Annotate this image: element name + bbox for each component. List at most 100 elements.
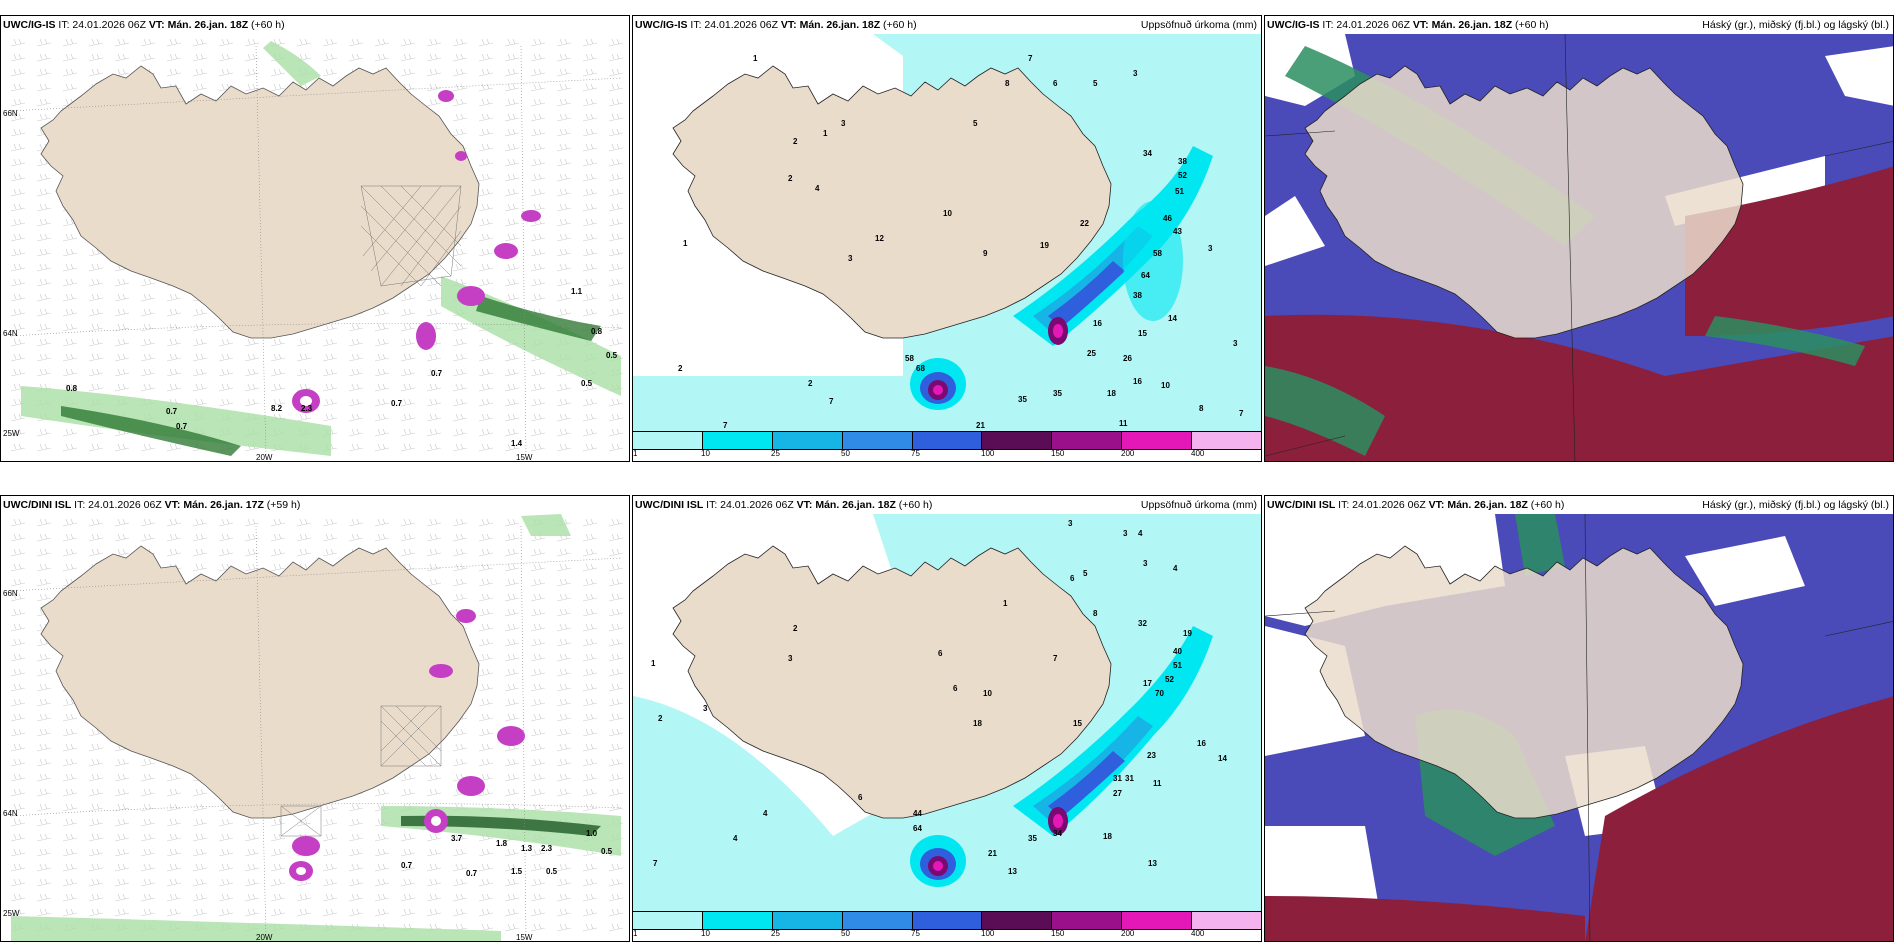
value-label: 1.0 — [586, 829, 598, 838]
value-label: 6 — [1070, 574, 1075, 583]
wind-barb — [426, 53, 442, 62]
value-label: 2 — [658, 714, 663, 723]
wind-barb — [88, 743, 104, 752]
wind-barb — [114, 53, 130, 62]
accum-map-svg: 1 1 2 2 3 4 5 8 7 6 5 3 10 12 9 19 22 34… — [633, 34, 1261, 433]
wind-barb — [88, 53, 104, 62]
value-label: 3 — [1233, 339, 1238, 348]
wind-barb — [582, 653, 598, 662]
panel-wind-precip-igis: UWC/IG-IS IT: 24.01.2026 06Z VT: Mán. 26… — [0, 15, 630, 462]
value-label: 2 — [678, 364, 683, 373]
wind-barb — [218, 893, 234, 902]
wind-barb — [348, 428, 364, 437]
wind-barb — [400, 413, 416, 422]
wind-barb — [374, 533, 390, 542]
wind-barb — [62, 233, 78, 242]
panel-title: UWC/IG-IS IT: 24.01.2026 06Z VT: Mán. 26… — [3, 19, 285, 31]
wind-barb — [62, 713, 78, 722]
wind-barb — [36, 893, 52, 902]
value-label: 14 — [1218, 754, 1227, 763]
wind-barb — [166, 323, 182, 332]
wind-barb — [10, 338, 26, 347]
wind-barb — [374, 368, 390, 377]
wind-barb — [322, 68, 338, 77]
wind-barb — [322, 548, 338, 557]
wind-barb — [296, 818, 312, 827]
wind-barb — [88, 908, 104, 917]
value-label: 58 — [1153, 249, 1162, 258]
wind-barb — [88, 863, 104, 872]
wind-barb — [400, 53, 416, 62]
wind-barb — [582, 908, 598, 917]
wind-barb — [296, 533, 312, 542]
wind-barb — [192, 908, 208, 917]
wind-barb — [36, 533, 52, 542]
wind-barb — [88, 848, 104, 857]
wind-barb — [608, 233, 624, 242]
panel-accum-igis: UWC/IG-IS IT: 24.01.2026 06Z VT: Mán. 26… — [632, 15, 1262, 462]
wind-barb — [192, 563, 208, 572]
wind-barb — [478, 83, 494, 92]
wind-barb — [374, 878, 390, 887]
legend-tick: 75 — [911, 929, 920, 938]
wind-barb — [296, 908, 312, 917]
panel-title: UWC/DINI ISL IT: 24.01.2026 06Z VT: Mán.… — [1265, 496, 1893, 514]
value-label: 7 — [1028, 54, 1033, 63]
wind-barb — [88, 383, 104, 392]
value-label: 52 — [1165, 675, 1174, 684]
wind-barb — [88, 833, 104, 842]
wind-barb — [608, 878, 624, 887]
lon-label-20w: 20W — [256, 453, 273, 462]
legend-tick: 50 — [841, 449, 850, 458]
wind-barb — [608, 788, 624, 797]
wind-barb — [270, 398, 286, 407]
value-label: 0.8 — [591, 327, 603, 336]
wind-barb — [426, 293, 442, 302]
projection-lines — [1265, 513, 1893, 941]
lat-label-64n: 64N — [3, 329, 18, 338]
wind-barb — [478, 368, 494, 377]
lat-label-25w: 25W — [3, 429, 20, 438]
wind-barb — [36, 578, 52, 587]
wind-barb — [10, 203, 26, 212]
wind-barb — [478, 398, 494, 407]
wind-barb — [400, 833, 416, 842]
accum-values: 1 1 2 2 3 4 5 8 7 6 5 3 10 12 9 19 22 34… — [678, 54, 1244, 430]
wind-barb — [556, 218, 572, 227]
wind-barb — [608, 773, 624, 782]
value-label: 3 — [1123, 529, 1128, 538]
legend-tick: 400 — [1191, 929, 1205, 938]
wind-barb — [10, 143, 26, 152]
wind-barb — [582, 308, 598, 317]
wind-barb — [192, 863, 208, 872]
wind-barb — [374, 38, 390, 47]
value-label: 2 — [793, 137, 798, 146]
wind-barb — [426, 863, 442, 872]
precip-accum-shading — [910, 626, 1213, 887]
panel-clouds-dini: UWC/DINI ISL IT: 24.01.2026 06Z VT: Mán.… — [1264, 495, 1894, 942]
wind-barb — [556, 143, 572, 152]
wind-barb — [114, 878, 130, 887]
wind-barb — [478, 743, 494, 752]
wind-barb — [192, 803, 208, 812]
wind-barb — [478, 563, 494, 572]
wind-barb — [374, 308, 390, 317]
wind-barb — [88, 338, 104, 347]
wind-barb — [10, 653, 26, 662]
wind-barb — [166, 53, 182, 62]
wind-barb — [582, 533, 598, 542]
wind-barb — [10, 173, 26, 182]
wind-barb — [452, 53, 468, 62]
wind-barb — [374, 443, 390, 452]
wind-barb — [270, 368, 286, 377]
wind-barb — [426, 428, 442, 437]
wind-barb — [530, 278, 546, 287]
wind-barb — [504, 398, 520, 407]
wind-barb — [322, 803, 338, 812]
value-label: 22 — [1080, 219, 1089, 228]
wind-barb — [530, 878, 546, 887]
wind-barb — [608, 293, 624, 302]
wind-barb — [114, 278, 130, 287]
wind-barb — [452, 113, 468, 122]
wind-barb — [348, 518, 364, 527]
